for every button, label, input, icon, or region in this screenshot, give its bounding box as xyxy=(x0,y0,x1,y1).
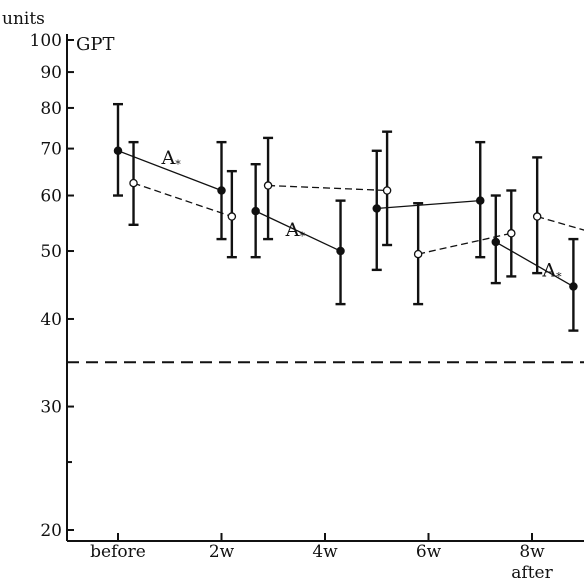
series-1 xyxy=(113,104,578,330)
x-tick-label: before xyxy=(90,542,146,562)
panel-label: GPT xyxy=(76,34,115,55)
y-tick-label: 70 xyxy=(40,140,62,160)
data-point-filled xyxy=(114,147,121,154)
data-point-filled xyxy=(337,247,344,254)
y-tick-label: 90 xyxy=(40,63,62,83)
data-point-filled xyxy=(570,283,577,290)
series-segment xyxy=(268,186,387,191)
data-point-open xyxy=(534,213,541,220)
x-tick-sublabel: after xyxy=(511,563,553,583)
series-layer xyxy=(113,104,584,330)
data-point-open xyxy=(508,230,515,237)
data-point-open xyxy=(130,179,137,186)
annotation-label: A* xyxy=(160,147,181,171)
data-point-filled xyxy=(477,197,484,204)
annotation-label: A* xyxy=(285,219,306,243)
data-point-open xyxy=(264,182,271,189)
y-tick-label: 100 xyxy=(30,31,62,51)
data-point-filled xyxy=(373,205,380,212)
y-tick-label: 60 xyxy=(40,187,62,207)
x-tick-label: 4w xyxy=(312,542,338,562)
series-segment xyxy=(496,242,574,286)
data-point-filled xyxy=(252,208,259,215)
data-point-filled xyxy=(218,187,225,194)
axes xyxy=(67,34,584,541)
data-point-open xyxy=(228,213,235,220)
series-2 xyxy=(129,132,584,308)
y-tick-label: 20 xyxy=(40,521,62,541)
y-tick-label: 50 xyxy=(40,242,62,262)
data-point-open xyxy=(384,187,391,194)
y-units-label: units xyxy=(2,9,45,29)
series-segment xyxy=(377,201,481,209)
y-tick-label: 80 xyxy=(40,99,62,119)
y-tick-label: 40 xyxy=(40,310,62,330)
annotation-label: A* xyxy=(541,259,562,283)
x-tick-label: 8w xyxy=(519,542,545,562)
y-tick-label: 30 xyxy=(40,398,62,418)
x-tick-label: 2w xyxy=(209,542,235,562)
data-point-open xyxy=(415,250,422,257)
data-point-filled xyxy=(492,238,499,245)
x-tick-label: 6w xyxy=(416,542,442,562)
